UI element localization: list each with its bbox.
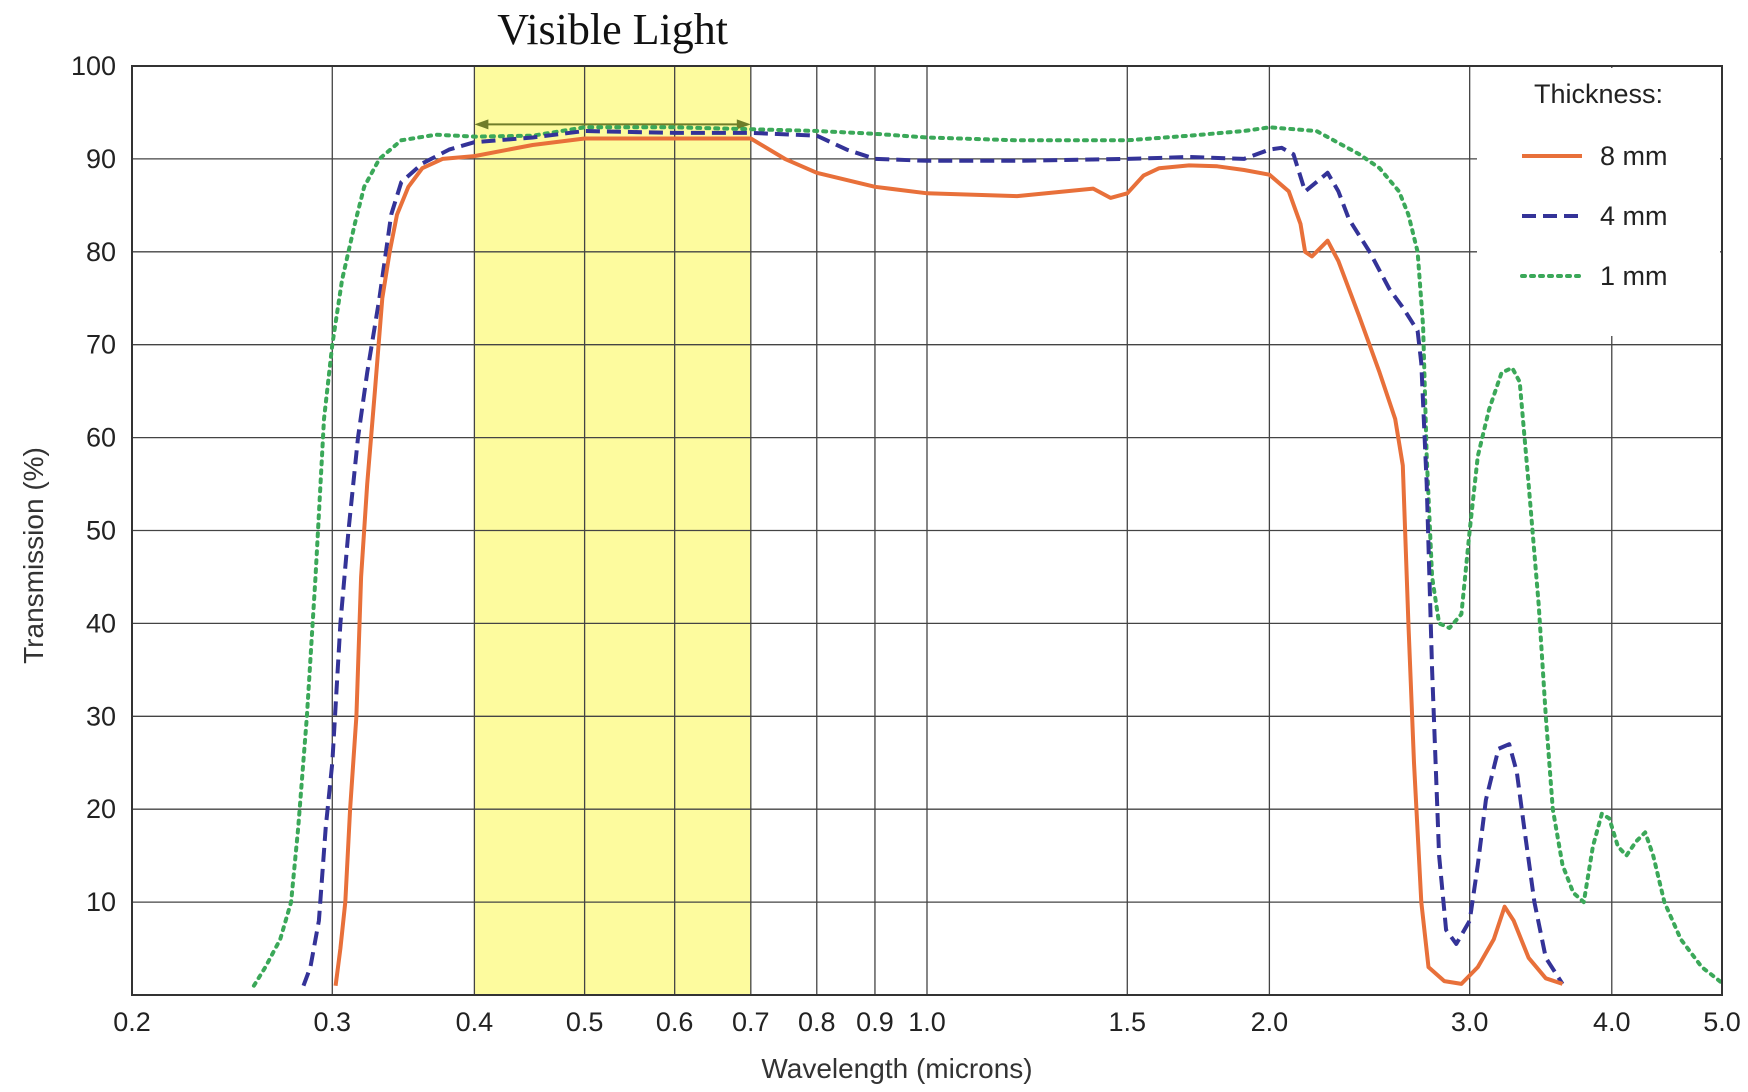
x-tick-label: 0.3: [314, 1007, 352, 1037]
legend-box: [1477, 68, 1720, 336]
x-tick-label: 0.4: [456, 1007, 494, 1037]
x-tick-label: 4.0: [1593, 1007, 1631, 1037]
x-tick-label: 1.5: [1109, 1007, 1147, 1037]
y-tick-label: 50: [86, 516, 116, 546]
x-tick-label: 3.0: [1451, 1007, 1489, 1037]
series-line-1-mm: [251, 125, 1724, 988]
x-tick-labels: 0.2 0.3 0.4 0.5 0.6 0.7 0.8 0.9 1.0 1.5 2.0 3.0 4.0 5…: [113, 1007, 1741, 1037]
x-tick-label: 0.2: [113, 1007, 151, 1037]
x-tick-label: 0.5: [566, 1007, 604, 1037]
x-tick-label: 5.0: [1703, 1007, 1741, 1037]
visible-light-marker: Visible Light: [474, 5, 751, 130]
legend-label: 4 mm: [1600, 201, 1668, 231]
y-axis-label: Transmission (%): [18, 447, 49, 664]
x-tick-label: 0.9: [856, 1007, 894, 1037]
y-tick-label: 100: [71, 51, 116, 81]
x-tick-label: 2.0: [1251, 1007, 1289, 1037]
legend-label: 8 mm: [1600, 141, 1668, 171]
legend: Thickness: 8 mm 4 mm 1 mm: [1477, 68, 1720, 336]
y-tick-label: 40: [86, 608, 116, 638]
y-tick-label: 30: [86, 701, 116, 731]
series-lines: [251, 125, 1724, 988]
x-tick-label: 0.8: [798, 1007, 836, 1037]
legend-entries: 8 mm 4 mm 1 mm: [1520, 141, 1668, 291]
series-line-8-mm: [333, 136, 1564, 986]
y-tick-label: 60: [86, 423, 116, 453]
y-tick-label: 10: [86, 887, 116, 917]
y-tick-label: 70: [86, 330, 116, 360]
visible-light-title: Visible Light: [497, 5, 728, 54]
legend-label: 1 mm: [1600, 261, 1668, 291]
x-axis-label: Wavelength (microns): [761, 1053, 1032, 1084]
plot-frame: [131, 65, 1723, 996]
legend-title: Thickness:: [1534, 79, 1663, 109]
arrow-right-head: [736, 119, 751, 130]
x-tick-label: 0.7: [732, 1007, 770, 1037]
arrow-left-head: [474, 119, 489, 130]
y-tick-label: 90: [86, 144, 116, 174]
y-tick-label: 80: [86, 237, 116, 267]
x-tick-label: 0.6: [656, 1007, 694, 1037]
x-tick-label: 1.0: [908, 1007, 946, 1037]
y-tick-labels: 10 20 30 40 50 60 70 80 90 100: [71, 51, 116, 917]
y-tick-label: 20: [86, 794, 116, 824]
